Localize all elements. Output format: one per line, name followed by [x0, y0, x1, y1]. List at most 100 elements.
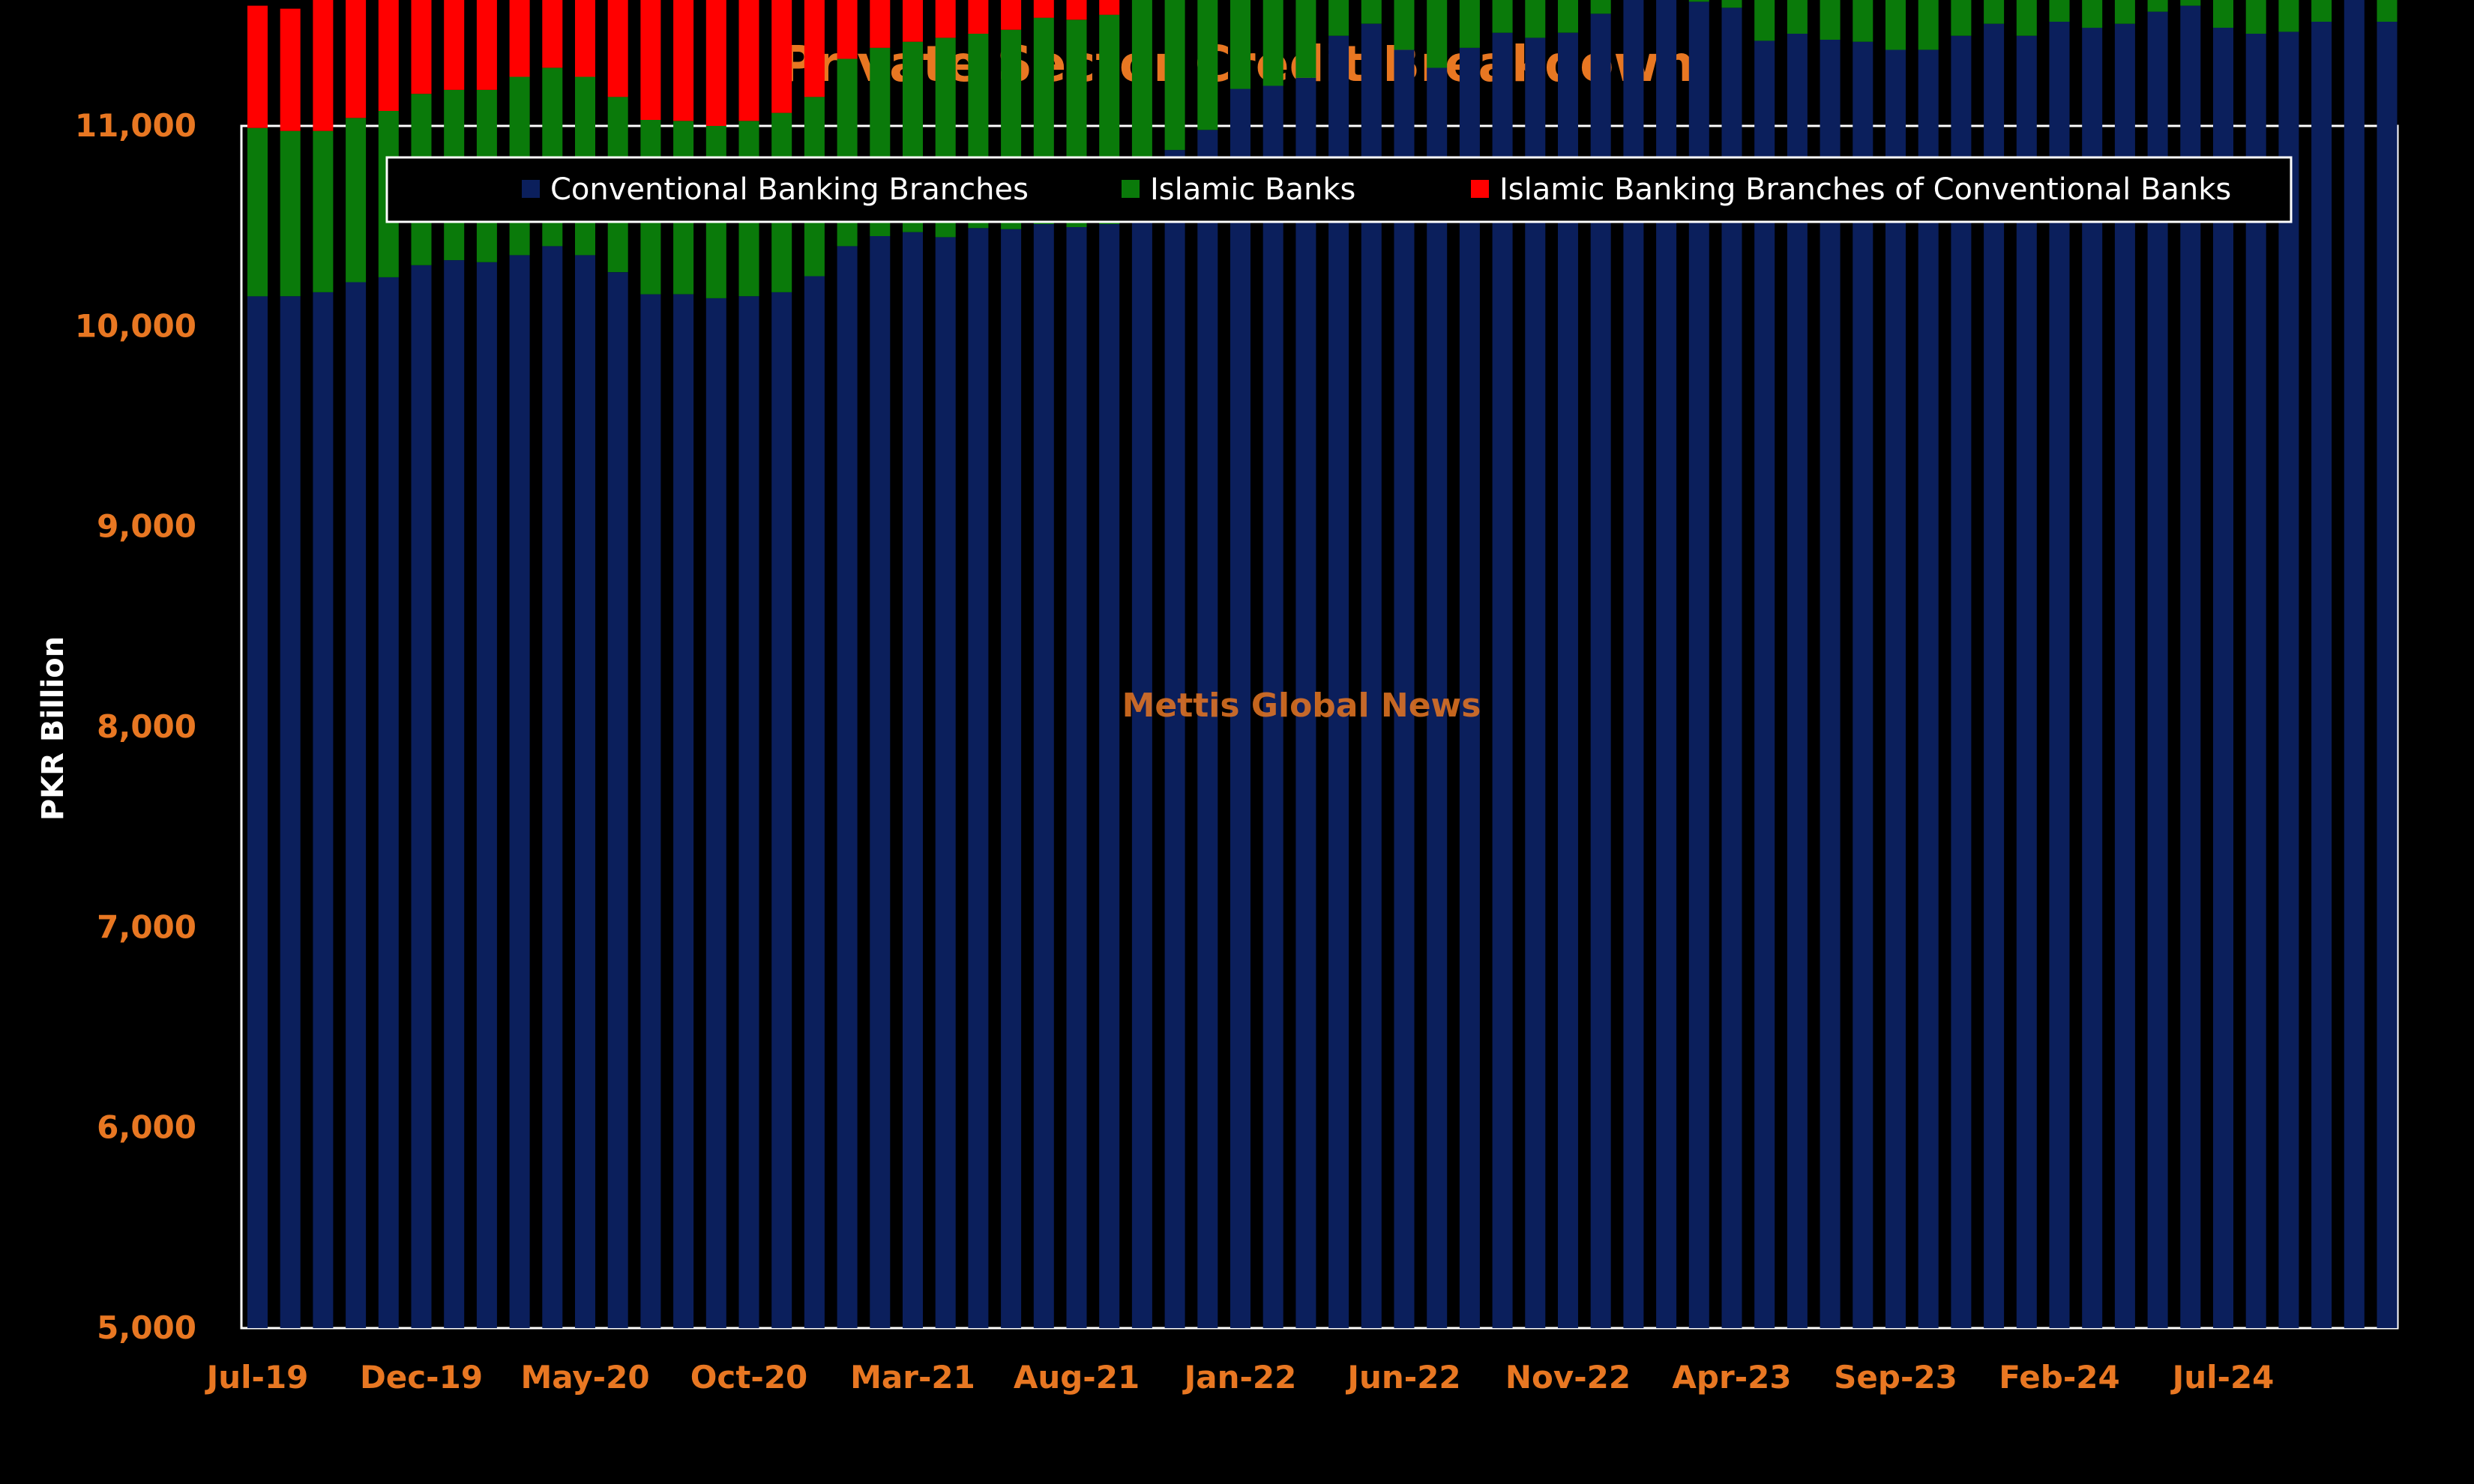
x-tick-label: Apr-23 — [1672, 1359, 1791, 1396]
bar-segment-conventional-Dec-20 — [804, 276, 825, 1328]
bar-segment-islamic-banks-Oct-22 — [1525, 0, 1546, 38]
bar-segment-islamic-branches-Sep-21 — [1099, 0, 1120, 15]
bar-segment-islamic-branches-Feb-21 — [870, 0, 891, 48]
bar-segment-conventional-Jul-21 — [1033, 224, 1054, 1328]
bar-segment-conventional-May-20 — [575, 255, 595, 1328]
bar-segment-islamic-banks-Jun-23 — [1787, 0, 1808, 34]
x-tick-label: Feb-24 — [1999, 1359, 2119, 1396]
legend-item-islamic-banking-branches: Islamic Banking Branches of Conventional… — [1471, 172, 2231, 207]
bar-segment-conventional-Mar-20 — [509, 255, 530, 1328]
bar-segment-conventional-Jan-21 — [837, 246, 858, 1328]
bar-segment-conventional-Oct-21 — [1131, 178, 1152, 1328]
bar-segment-conventional-Nov-22 — [1558, 32, 1578, 1329]
bar-segment-conventional-Oct-20 — [738, 296, 759, 1329]
bar-segment-conventional-Jan-24 — [2016, 35, 2037, 1329]
x-tick-label: Aug-21 — [1014, 1359, 1140, 1396]
bar-segment-islamic-banks-Apr-23 — [1721, 0, 1742, 8]
bar-segment-conventional-Jul-23 — [1820, 40, 1841, 1328]
x-axis-ticks: Jul-19 Dec-19 May-20 Oct-20 Mar-21 Aug-21 Jan-… — [205, 1359, 2275, 1396]
bar-segment-conventional-Jul-22 — [1427, 67, 1448, 1328]
plot-area-frame — [240, 124, 2399, 1330]
bar-segment-islamic-branches-Aug-19 — [280, 8, 301, 131]
bar-segment-islamic-banks-Jun-24 — [2180, 0, 2201, 6]
bar-segment-conventional-Nov-20 — [771, 292, 792, 1328]
bar-segment-conventional-Apr-23 — [1721, 7, 1742, 1328]
bar-segment-islamic-branches-Jan-21 — [837, 0, 858, 59]
bar-segment-islamic-banks-Oct-23 — [1918, 0, 1939, 50]
x-tick-label: Mar-21 — [850, 1359, 975, 1396]
bar-segment-islamic-branches-Jun-20 — [607, 0, 628, 97]
bar-segment-islamic-branches-Dec-20 — [804, 0, 825, 97]
bar-segment-islamic-banks-Dec-24 — [2377, 0, 2398, 22]
x-tick-label: Jun-22 — [1345, 1359, 1460, 1396]
bar-segment-islamic-banks-Jan-22 — [1230, 0, 1250, 89]
bar-segment-islamic-banks-Nov-22 — [1558, 0, 1578, 33]
bar-segment-islamic-banks-Sep-23 — [1885, 0, 1906, 50]
bar-segment-conventional-Aug-20 — [673, 294, 694, 1329]
bar-segment-conventional-Feb-24 — [2049, 22, 2070, 1328]
legend-swatch — [522, 180, 540, 198]
y-tick-label: 5,000 — [97, 1309, 196, 1346]
bar-segment-conventional-Nov-19 — [378, 277, 399, 1328]
bar-segment-conventional-Nov-24 — [2344, 0, 2365, 1329]
bar-segment-conventional-Jun-23 — [1787, 34, 1808, 1328]
legend: Conventional Banking Branches Islamic Ban… — [385, 156, 2293, 223]
bar-segment-islamic-branches-Nov-19 — [378, 0, 399, 112]
bar-segment-islamic-banks-Dec-23 — [1984, 0, 2005, 24]
bar-segment-conventional-Apr-21 — [935, 237, 956, 1328]
y-axis-label: PKR Billion — [36, 636, 70, 821]
bar-segment-conventional-Mar-24 — [2082, 28, 2103, 1328]
bar-segment-islamic-banks-May-24 — [2147, 0, 2168, 12]
y-tick-label: 7,000 — [97, 908, 196, 945]
bar-segment-islamic-branches-Jul-20 — [640, 0, 661, 120]
bar-segment-conventional-Oct-23 — [1918, 49, 1939, 1328]
bar-segment-islamic-banks-Mar-24 — [2082, 0, 2103, 28]
legend-items: Conventional Banking Branches Islamic Ban… — [522, 172, 2231, 207]
y-axis-ticks: 5,000 6,000 7,000 8,000 9,000 10,000 11,000 — [75, 107, 196, 1346]
bar-segment-islamic-branches-Jul-21 — [1033, 0, 1054, 18]
y-tick-label: 6,000 — [97, 1109, 196, 1146]
x-tick-label: May-20 — [520, 1359, 649, 1396]
bar-segment-conventional-Apr-24 — [2114, 23, 2135, 1329]
bar-segment-conventional-Jul-19 — [247, 296, 268, 1329]
bar-segment-conventional-Mar-22 — [1295, 77, 1316, 1328]
bar-segment-conventional-Aug-22 — [1459, 47, 1480, 1329]
bars-layer — [247, 0, 2398, 1329]
bar-segment-conventional-Nov-23 — [1951, 35, 1972, 1329]
bar-segment-conventional-Jan-22 — [1230, 88, 1250, 1328]
bar-segment-conventional-Aug-19 — [280, 296, 301, 1329]
x-tick-label: Sep-23 — [1834, 1359, 1957, 1396]
bar-segment-conventional-Feb-22 — [1262, 85, 1283, 1328]
bar-segment-islamic-banks-Jul-23 — [1820, 0, 1841, 40]
bar-segment-islamic-banks-Aug-22 — [1459, 0, 1480, 48]
bar-segment-islamic-banks-Feb-24 — [2049, 0, 2070, 22]
bar-segment-islamic-branches-Aug-21 — [1066, 0, 1087, 20]
bar-segment-conventional-Jul-24 — [2213, 28, 2233, 1328]
bar-segment-islamic-banks-Feb-22 — [1262, 0, 1283, 86]
bar-segment-conventional-Sep-20 — [705, 298, 726, 1328]
bar-segment-islamic-branches-Nov-20 — [771, 0, 792, 113]
bar-segment-conventional-Oct-22 — [1525, 37, 1546, 1328]
bar-segment-islamic-branches-Mar-20 — [509, 0, 530, 77]
bar-segment-conventional-Sep-22 — [1492, 32, 1513, 1329]
legend-label: Islamic Banks — [1150, 172, 1355, 207]
bar-segment-islamic-branches-Dec-19 — [411, 0, 432, 94]
bar-segment-conventional-Jan-20 — [444, 260, 465, 1329]
bar-segment-islamic-branches-Sep-20 — [705, 0, 726, 126]
bar-segment-conventional-Jun-21 — [1001, 229, 1022, 1329]
bar-segment-conventional-Apr-20 — [542, 246, 563, 1328]
bar-segment-islamic-branches-Sep-19 — [313, 0, 334, 131]
bar-segment-conventional-Jun-24 — [2180, 5, 2201, 1329]
bar-segment-conventional-Feb-20 — [476, 262, 497, 1328]
bar-segment-islamic-banks-Apr-24 — [2114, 0, 2135, 24]
bar-segment-islamic-banks-Aug-24 — [2245, 0, 2266, 34]
bar-segment-islamic-branches-Aug-20 — [673, 0, 694, 121]
bar-segment-islamic-branches-Jan-20 — [444, 0, 465, 90]
bar-segment-conventional-Aug-24 — [2245, 34, 2266, 1328]
bar-segment-conventional-Jun-22 — [1394, 49, 1415, 1328]
bar-segment-conventional-Jul-20 — [640, 294, 661, 1329]
bar-segment-islamic-banks-Mar-23 — [1688, 0, 1709, 2]
bar-segment-islamic-branches-Oct-19 — [346, 0, 367, 118]
bar-segment-conventional-Mar-21 — [903, 232, 923, 1329]
legend-swatch — [1471, 180, 1489, 198]
